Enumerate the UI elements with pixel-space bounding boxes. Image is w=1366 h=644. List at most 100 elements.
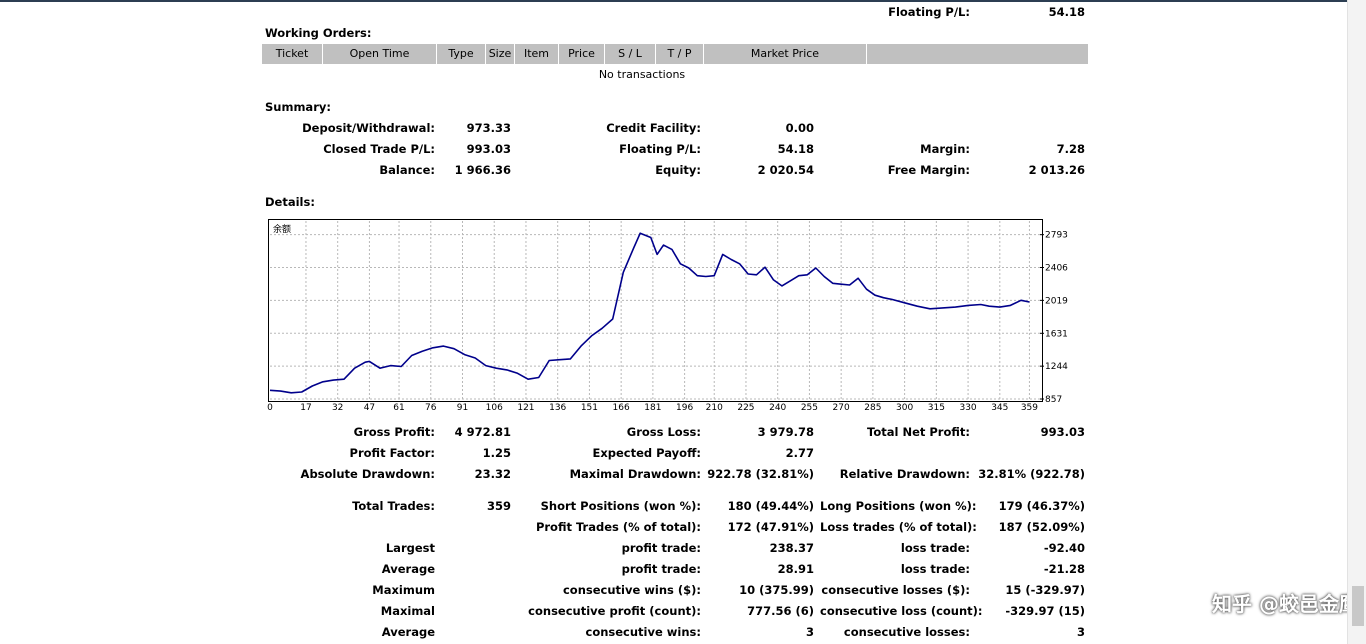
abs-drawdown-label: Absolute Drawdown: — [300, 467, 435, 481]
balance-chart: 0 17 32 47 61 76 91 106 121 136 151 166 181 196 210 225… — [267, 221, 1068, 413]
balance-line — [269, 232, 1030, 394]
x-tick-label: 345 — [991, 403, 1008, 413]
average-profit-value: 28.91 — [777, 562, 814, 576]
long-positions-label: Long Positions (won %): — [820, 499, 977, 513]
col-open-time: Open Time — [323, 44, 437, 64]
total-trades-value: 359 — [486, 499, 511, 513]
gross-loss-value: 3 979.78 — [757, 425, 814, 439]
largest-label: Largest — [385, 541, 435, 555]
average-loss-value: -21.28 — [1043, 562, 1085, 576]
scrollbar-thumb[interactable] — [1352, 586, 1364, 626]
balance-label: Balance: — [379, 163, 435, 177]
x-tick-label: 270 — [833, 403, 850, 413]
equity-value: 2 020.54 — [757, 163, 814, 177]
x-tick-label: 255 — [801, 403, 818, 413]
largest-profit-label: profit trade: — [621, 541, 701, 555]
x-tick-label: 0 — [267, 403, 273, 413]
x-tick-label: 106 — [486, 403, 503, 413]
x-tick-label: 225 — [737, 403, 754, 413]
largest-profit-value: 238.37 — [769, 541, 814, 555]
x-tick-label: 151 — [581, 403, 598, 413]
credit-label: Credit Facility: — [606, 121, 701, 135]
floating-pl-value: 54.18 — [777, 142, 814, 156]
total-net-value: 993.03 — [1040, 425, 1085, 439]
x-tick-label: 76 — [425, 403, 437, 413]
col-size: Size — [486, 44, 515, 64]
x-tick-label: 359 — [1021, 403, 1038, 413]
max-drawdown-value: 922.78 (32.81%) — [707, 467, 814, 481]
y-tick-label: 1244 — [1045, 362, 1068, 372]
total-net-label: Total Net Profit: — [867, 425, 970, 439]
abs-drawdown-value: 23.32 — [474, 467, 511, 481]
x-tick-label: 330 — [959, 403, 976, 413]
deposit-label: Deposit/Withdrawal: — [302, 121, 435, 135]
margin-label: Margin: — [920, 142, 970, 156]
col-price: Price — [559, 44, 605, 64]
summary-title: Summary: — [265, 100, 331, 114]
y-tick-label: 2019 — [1045, 296, 1068, 306]
max-drawdown-label: Maximal Drawdown: — [569, 467, 701, 481]
y-tick-label: 1631 — [1045, 329, 1068, 339]
maximal-loss-value: -329.97 (15) — [1005, 604, 1085, 618]
vertical-scrollbar[interactable] — [1347, 0, 1366, 644]
col-type: Type — [437, 44, 486, 64]
x-tick-label: 285 — [864, 403, 881, 413]
average-label: Average — [381, 562, 435, 576]
col-empty — [867, 44, 1088, 64]
x-tick-label: 166 — [613, 403, 630, 413]
rel-drawdown-label: Relative Drawdown: — [839, 467, 970, 481]
floating-top-label: Floating P/L: — [888, 5, 970, 19]
gross-profit-value: 4 972.81 — [454, 425, 511, 439]
avg-cons-wins-value: 3 — [805, 625, 814, 639]
free-margin-label: Free Margin: — [887, 163, 970, 177]
x-tick-label: 196 — [676, 403, 693, 413]
closed-pl-label: Closed Trade P/L: — [323, 142, 435, 156]
x-tick-label: 47 — [364, 403, 375, 413]
y-tick-label: 857 — [1045, 395, 1062, 405]
expected-payoff-label: Expected Payoff: — [592, 446, 702, 460]
x-tick-label: 240 — [769, 403, 786, 413]
largest-loss-label: loss trade: — [900, 541, 970, 555]
expected-payoff-value: 2.77 — [785, 446, 814, 460]
floating-pl-label: Floating P/L: — [619, 142, 701, 156]
max-cons-wins-label: consecutive wins ($): — [562, 583, 701, 597]
x-tick-label: 17 — [300, 403, 311, 413]
maximal-profit-label: consecutive profit (count): — [528, 604, 701, 618]
margin-value: 7.28 — [1056, 142, 1085, 156]
max-cons-losses-label: consecutive losses ($): — [821, 583, 970, 597]
profit-factor-label: Profit Factor: — [349, 446, 435, 460]
x-tick-label: 315 — [928, 403, 945, 413]
gross-loss-label: Gross Loss: — [626, 425, 701, 439]
free-margin-value: 2 013.26 — [1028, 163, 1085, 177]
floating-top-value: 54.18 — [1048, 5, 1085, 19]
profit-trades-label: Profit Trades (% of total): — [535, 520, 701, 534]
profit-factor-value: 1.25 — [482, 446, 511, 460]
balance-value: 1 966.36 — [454, 163, 511, 177]
rel-drawdown-value: 32.81% (922.78) — [978, 467, 1085, 481]
gross-profit-label: Gross Profit: — [353, 425, 435, 439]
y-tick-label: 2793 — [1045, 231, 1068, 241]
col-item: Item — [515, 44, 559, 64]
maximal-loss-label: consecutive loss (count): — [820, 604, 983, 618]
maximal-profit-value: 777.56 (6) — [747, 604, 814, 618]
average2-label: Average — [381, 625, 435, 639]
avg-cons-losses-label: consecutive losses: — [843, 625, 970, 639]
loss-trades-value: 187 (52.09%) — [998, 520, 1085, 534]
loss-trades-label: Loss trades (% of total): — [820, 520, 977, 534]
credit-value: 0.00 — [785, 121, 814, 135]
average-loss-label: loss trade: — [900, 562, 970, 576]
x-tick-label: 300 — [896, 403, 913, 413]
x-tick-label: 32 — [332, 403, 343, 413]
x-tick-label: 61 — [393, 403, 404, 413]
x-tick-label: 121 — [517, 403, 534, 413]
short-positions-label: Short Positions (won %): — [540, 499, 701, 513]
top-border — [0, 0, 1366, 2]
max-cons-wins-value: 10 (375.99) — [739, 583, 814, 597]
x-tick-label: 136 — [549, 403, 566, 413]
average-profit-label: profit trade: — [621, 562, 701, 576]
deposit-value: 973.33 — [466, 121, 511, 135]
maximum-label: Maximum — [372, 583, 435, 597]
x-tick-label: 210 — [706, 403, 723, 413]
x-tick-label: 181 — [644, 403, 661, 413]
col-tp: T / P — [656, 44, 704, 64]
